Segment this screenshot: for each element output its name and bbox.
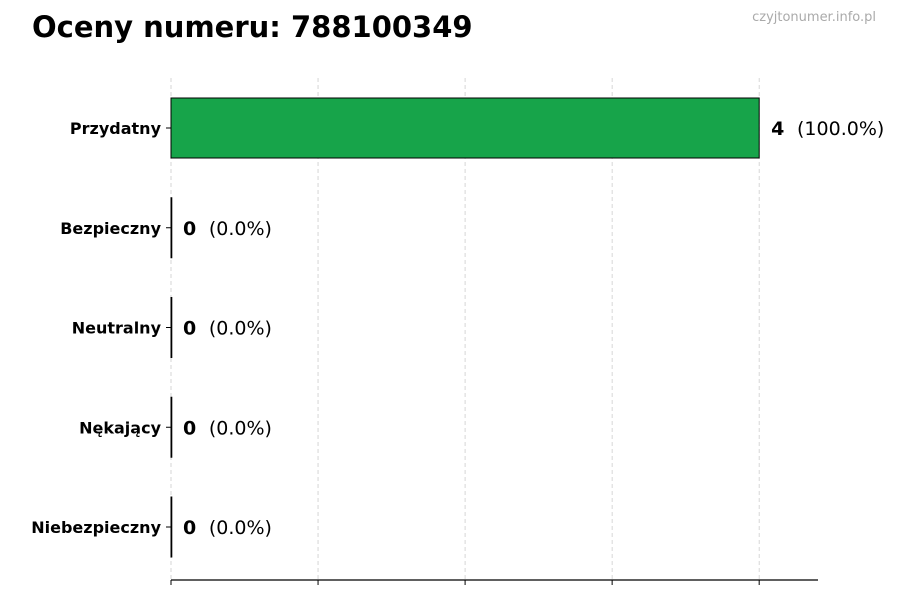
bar [170,396,173,458]
data-label-value: 4 [771,118,791,140]
data-label-percent: (0.0%) [209,218,272,240]
data-label-percent: (100.0%) [797,118,884,140]
data-label-percent: (0.0%) [209,318,272,340]
data-label-percent: (0.0%) [209,517,272,539]
bar [170,197,173,259]
data-label: 0 (0.0%) [183,417,272,439]
data-label: 0 (0.0%) [183,517,272,539]
bar [170,496,173,558]
watermark: czyjtonumer.info.pl [752,10,876,25]
data-label-value: 0 [183,218,203,240]
y-tick-label: Niebezpieczny [31,518,161,537]
data-label: 0 (0.0%) [183,218,272,240]
data-label-percent: (0.0%) [209,417,272,439]
chart-title: Oceny numeru: 788100349 [32,10,473,44]
data-label-value: 0 [183,517,203,539]
y-tick-label: Bezpieczny [60,219,161,238]
data-label: 0 (0.0%) [183,318,272,340]
bar [170,297,173,358]
data-label-value: 0 [183,318,203,340]
data-label: 4 (100.0%) [771,118,884,140]
bar [170,97,760,159]
y-tick-label: Neutralny [72,319,162,338]
data-label-value: 0 [183,417,203,439]
y-tick-label: Nękający [79,418,161,437]
y-tick-label: Przydatny [70,119,162,138]
